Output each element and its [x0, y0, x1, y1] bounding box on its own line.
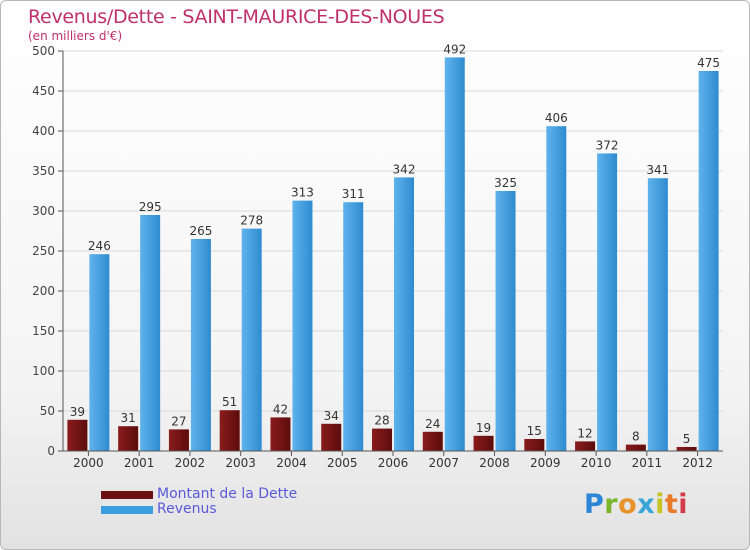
bar-dette — [473, 435, 494, 451]
y-tick-label: 450 — [32, 84, 55, 98]
bar-dette — [575, 441, 596, 451]
chart-title: Revenus/Dette - SAINT-MAURICE-DES-NOUES — [28, 6, 445, 28]
bar-dette — [67, 419, 88, 451]
data-label-revenus: 492 — [443, 42, 466, 56]
x-tick-label: 2006 — [378, 456, 409, 470]
bar-revenus — [190, 239, 211, 451]
y-tick-label: 400 — [32, 124, 55, 138]
bar-revenus — [647, 178, 668, 451]
data-label-dette: 24 — [425, 417, 440, 431]
bar-dette — [524, 439, 545, 451]
grid-lines — [63, 50, 723, 452]
x-tick-label: 2007 — [428, 456, 459, 470]
bar-revenus — [495, 191, 516, 451]
bar-revenus — [292, 200, 313, 451]
bar-dette — [321, 423, 342, 451]
data-label-revenus: 311 — [342, 187, 365, 201]
data-label-dette: 27 — [171, 414, 186, 428]
data-label-revenus: 341 — [646, 163, 669, 177]
data-label-revenus: 313 — [291, 186, 314, 200]
data-label-dette: 51 — [222, 395, 237, 409]
x-tick-label: 2008 — [479, 456, 510, 470]
y-tick-label: 200 — [32, 284, 55, 298]
bar-revenus — [597, 153, 618, 451]
bar-revenus — [698, 71, 719, 451]
data-label-revenus: 265 — [189, 224, 212, 238]
x-tick-label: 2012 — [682, 456, 713, 470]
legend-label-dette: Montant de la Dette — [157, 486, 298, 502]
data-label-revenus: 342 — [393, 162, 416, 176]
data-label-dette: 28 — [374, 414, 389, 428]
y-tick-label: 0 — [47, 444, 55, 458]
data-label-revenus: 246 — [88, 239, 111, 253]
data-label-revenus: 295 — [139, 200, 162, 214]
legend-swatch-revenus — [101, 506, 153, 514]
bar-dette — [676, 447, 697, 451]
x-tick-label: 2010 — [581, 456, 612, 470]
y-tick-label: 350 — [32, 164, 55, 178]
data-label-dette: 31 — [121, 411, 136, 425]
x-tick-label: 2005 — [327, 456, 358, 470]
y-tick-label: 500 — [32, 44, 55, 58]
y-tick-label: 50 — [40, 404, 55, 418]
x-tick-label: 2000 — [73, 456, 104, 470]
bars — [67, 57, 719, 452]
data-label-dette: 12 — [577, 426, 592, 440]
data-label-dette: 39 — [70, 405, 85, 419]
bar-revenus — [89, 254, 110, 451]
y-tick-label: 100 — [32, 364, 55, 378]
data-label-revenus: 372 — [596, 138, 619, 152]
y-tick-label: 250 — [32, 244, 55, 258]
chart-subtitle: (en milliers d'€) — [28, 29, 123, 43]
proxiti-logo: Proxiti — [584, 489, 689, 520]
x-tick-label: 2001 — [124, 456, 155, 470]
bar-revenus — [444, 57, 465, 452]
axes — [58, 50, 723, 456]
bar-revenus — [394, 177, 414, 451]
x-tick-label: 2004 — [276, 456, 307, 470]
data-label-dette: 34 — [324, 409, 339, 423]
data-label-dette: 42 — [273, 402, 288, 416]
bar-dette — [219, 410, 240, 451]
labels: 0 50 100 150 200 250 300 350 400 450 500 2000 39 246 2… — [32, 42, 720, 470]
data-label-dette: 15 — [527, 424, 542, 438]
data-label-dette: 5 — [683, 432, 691, 446]
legend-swatch-dette — [101, 491, 153, 499]
x-tick-label: 2003 — [225, 456, 256, 470]
bar-dette — [270, 417, 291, 451]
data-label-revenus: 325 — [494, 176, 517, 190]
y-tick-label: 150 — [32, 324, 55, 338]
bar-dette — [422, 431, 443, 451]
x-tick-label: 2009 — [530, 456, 561, 470]
x-tick-label: 2002 — [175, 456, 206, 470]
x-tick-label: 2011 — [632, 456, 663, 470]
bar-revenus — [546, 126, 567, 451]
bar-revenus — [343, 202, 364, 451]
bar-revenus — [140, 215, 161, 451]
bar-dette — [168, 429, 189, 451]
y-tick-label: 300 — [32, 204, 55, 218]
bar-dette — [625, 444, 646, 451]
data-label-dette: 19 — [476, 421, 491, 435]
legend-label-revenus: Revenus — [157, 501, 217, 517]
data-label-revenus: 406 — [545, 111, 568, 125]
bar-dette — [118, 426, 139, 451]
data-label-revenus: 475 — [697, 56, 720, 70]
bar-revenus — [241, 228, 262, 451]
data-label-revenus: 278 — [240, 214, 263, 228]
bar-dette — [372, 428, 392, 451]
data-label-dette: 8 — [632, 430, 640, 444]
